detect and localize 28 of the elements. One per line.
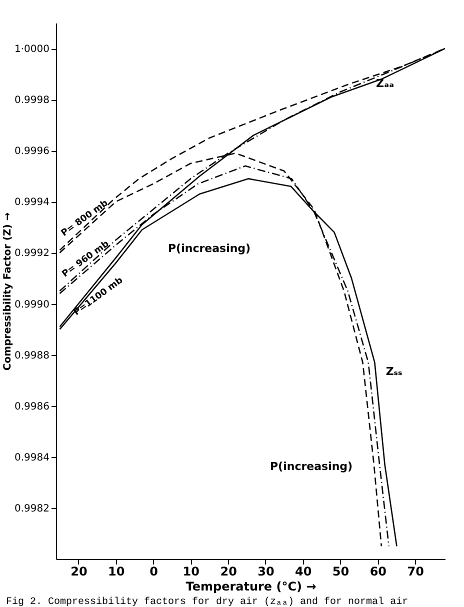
x-tick-label: 60 (370, 564, 387, 578)
text: P= 960 mb (60, 238, 112, 280)
y-tick-label: 0.9984 (14, 452, 50, 464)
x-tick-label: 30 (258, 564, 274, 578)
x-axis-title: Temperature (°C) → (186, 580, 316, 594)
y-tick-label: 0.9996 (14, 146, 50, 158)
y-tick-label: 0.9986 (14, 401, 50, 412)
y-tick-label: 0.9992 (14, 248, 50, 260)
x-tick-label: 0 (150, 564, 158, 578)
x-tick-label: 70 (407, 564, 424, 578)
y-tick-label: 0.9994 (14, 197, 50, 208)
y-tick-label: 0.9998 (14, 95, 50, 106)
x-tick-label: 10 (108, 564, 125, 578)
x-tick-label: 20 (220, 564, 237, 578)
x-tick-label: 10 (182, 564, 200, 578)
annotation: Zₛₛ (386, 365, 402, 378)
annotation: P(increasing) (168, 242, 251, 255)
x-tick-label: 50 (332, 564, 350, 578)
y-tick-label: 1·0000 (14, 44, 50, 56)
annotation: P(increasing) (270, 460, 353, 473)
x-tick-label: 40 (295, 564, 312, 578)
y-tick-label: 0.9990 (14, 299, 50, 310)
y-tick-label: 0.9988 (14, 350, 50, 362)
caption: Fig 2. Compressibility factors for dry air (zₐₐ) and for normal air (6, 596, 408, 607)
y-axis-title: Compressibility Factor (Z) → (2, 212, 14, 371)
y-tick-label: 0.9982 (14, 503, 50, 514)
x-tick-label: 20 (70, 564, 88, 578)
text: P= 800 mb (60, 198, 111, 239)
